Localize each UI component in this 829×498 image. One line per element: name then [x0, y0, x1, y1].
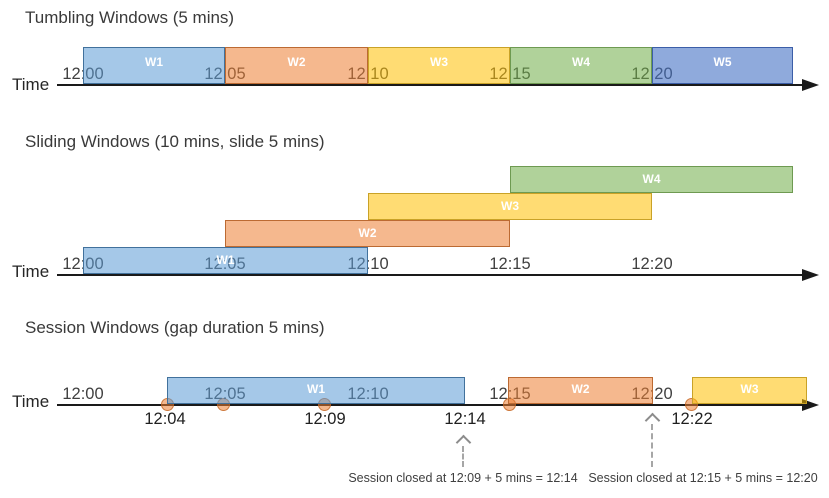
session-tick-12-00: 12:00 [62, 385, 104, 403]
sliding-tick-12-15: 12:15 [489, 255, 531, 273]
session-window-w1: W1 [167, 377, 465, 404]
tumbling-window-w3: W3 [368, 47, 510, 84]
tumbling-timeline [57, 84, 806, 86]
window-label: W5 [713, 55, 732, 69]
tumbling-section-title: Tumbling Windows (5 mins) [25, 8, 235, 27]
sliding-time-axis-label: Time [12, 262, 50, 281]
window-label: W4 [642, 172, 661, 186]
window-label: W2 [358, 226, 377, 240]
event-time-label-12-09: 12:09 [304, 410, 346, 428]
session-section-title: Session Windows (gap duration 5 mins) [25, 318, 325, 337]
sliding-timeline [57, 274, 806, 276]
event-time-label-12-14: 12:14 [444, 410, 486, 428]
window-label: W1 [145, 55, 163, 69]
window-label: W2 [287, 55, 306, 69]
event-time-label-12-04: 12:04 [144, 410, 186, 428]
dashed-arrow-line [462, 446, 464, 467]
sliding-timeline-arrow-icon [802, 269, 819, 281]
tumbling-time-axis-label: Time [12, 75, 50, 94]
session-closed-annotation-2: Session closed at 12:15 + 5 mins = 12:20 [588, 471, 818, 485]
tumbling-window-w2: W2 [225, 47, 368, 84]
dashed-arrow-line [651, 424, 653, 467]
session-closed-annotation-1: Session closed at 12:09 + 5 mins = 12:14 [348, 471, 578, 485]
session-time-axis-label: Time [12, 392, 50, 411]
window-label: W1 [307, 382, 325, 396]
event-time-label-12-22: 12:22 [671, 410, 713, 428]
tumbling-window-w1: W1 [83, 47, 225, 84]
window-label: W2 [571, 382, 590, 396]
window-label: W3 [501, 199, 519, 213]
window-label: W4 [572, 55, 590, 69]
window-label: W3 [430, 55, 448, 69]
sliding-section-title: Sliding Windows (10 mins, slide 5 mins) [25, 132, 325, 151]
sliding-window-w3: W3 [368, 193, 652, 220]
sliding-window-w4: W4 [510, 166, 793, 193]
sliding-tick-12-20: 12:20 [631, 255, 673, 273]
tumbling-window-w5: W5 [652, 47, 793, 84]
tumbling-timeline-arrow-icon [802, 79, 819, 91]
tumbling-window-w4: W4 [510, 47, 652, 84]
window-label: W3 [740, 382, 759, 396]
sliding-window-w1: W1 [83, 247, 368, 274]
session-timeline [57, 404, 806, 406]
session-window-w3: W3 [692, 377, 807, 404]
session-window-w2: W2 [508, 377, 653, 404]
window-label: W1 [216, 253, 235, 267]
sliding-window-w2: W2 [225, 220, 510, 247]
